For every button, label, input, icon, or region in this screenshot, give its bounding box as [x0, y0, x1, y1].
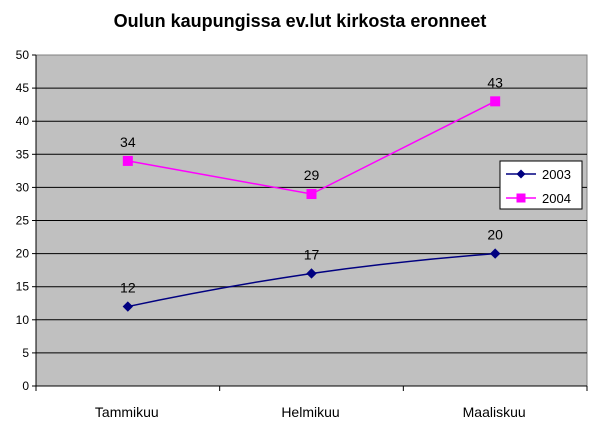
series-layer: [122, 96, 501, 312]
legend-label-2003: 2003: [542, 167, 571, 182]
data-label-2004: 43: [487, 74, 503, 90]
y-tick-label: 35: [16, 147, 30, 161]
y-tick-label: 50: [16, 48, 30, 62]
data-label-2003: 12: [120, 280, 136, 296]
data-labels: 12 17 20 34 29 43: [120, 74, 503, 295]
axes: 0 5 10 15 20 25 30 35 40 45 50 Tammikuu Helmikuu Maal…: [16, 48, 588, 420]
data-point-2004: [490, 96, 501, 107]
y-tick-label: 45: [16, 81, 30, 95]
y-tick-label: 5: [22, 346, 29, 360]
y-tick-label: 0: [22, 379, 29, 393]
data-label-2004: 29: [304, 167, 320, 183]
data-point-2003: [489, 248, 501, 259]
legend-box: [499, 160, 583, 210]
x-tick-label: Helmikuu: [281, 404, 339, 420]
y-tick-label: 30: [16, 180, 30, 194]
y-tick-label: 25: [16, 214, 30, 228]
y-tick-label: 20: [16, 247, 30, 261]
legend-label-2004: 2004: [542, 191, 571, 206]
data-point-2004: [306, 189, 317, 200]
data-label-2003: 17: [304, 246, 320, 262]
y-tick-label: 40: [16, 114, 30, 128]
legend-marker-2004: [516, 193, 526, 203]
x-tick-label: Maaliskuu: [463, 404, 526, 420]
y-tick-label: 10: [16, 313, 30, 327]
data-label-2003: 20: [487, 227, 503, 243]
data-point-2003: [306, 268, 317, 279]
legend: 2003 2004: [499, 160, 583, 210]
y-tick-label: 15: [16, 280, 30, 294]
legend-marker-2003: [516, 169, 526, 179]
data-label-2004: 34: [120, 134, 136, 150]
data-point-2003: [122, 301, 134, 312]
chart-title: Oulun kaupungissa ev.lut kirkosta eronne…: [114, 11, 487, 31]
data-point-2004: [122, 155, 133, 166]
x-tick-label: Tammikuu: [95, 404, 159, 420]
gridlines: [36, 87, 587, 354]
